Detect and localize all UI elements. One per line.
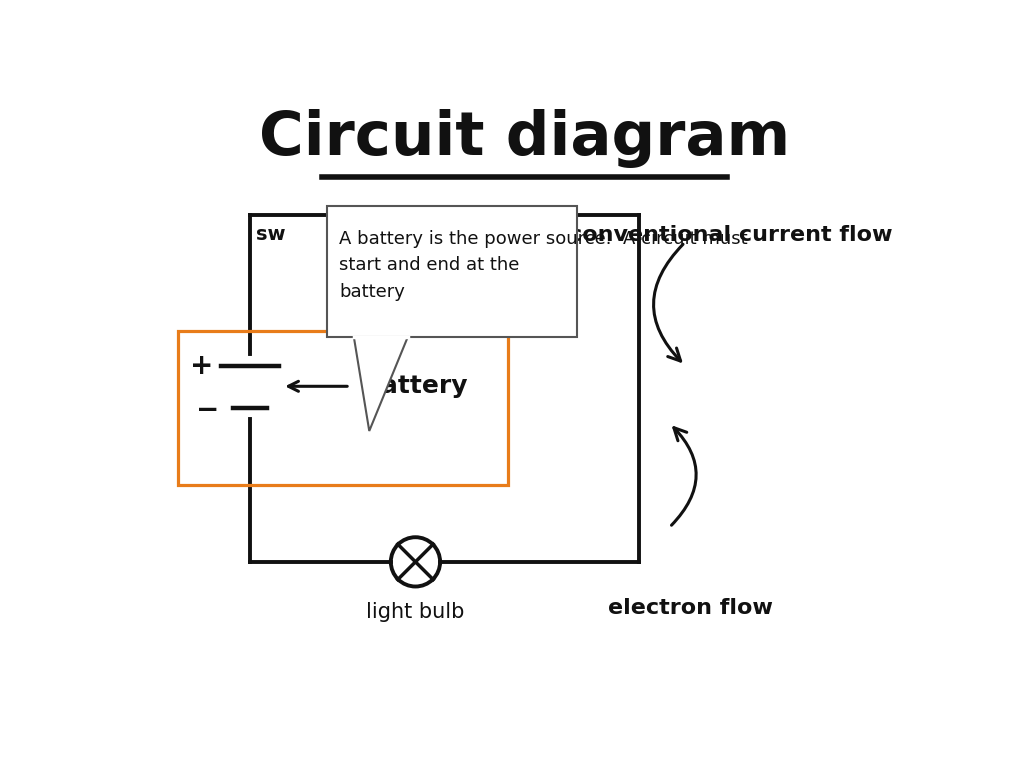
Text: −: − bbox=[196, 396, 219, 424]
Text: conventional current flow: conventional current flow bbox=[569, 224, 893, 245]
Polygon shape bbox=[354, 337, 408, 431]
Bar bbox=[178, 331, 508, 485]
Text: electron flow: electron flow bbox=[608, 598, 773, 618]
FancyArrowPatch shape bbox=[672, 428, 696, 525]
Text: battery: battery bbox=[364, 374, 468, 399]
Text: Circuit diagram: Circuit diagram bbox=[259, 109, 791, 168]
Text: light bulb: light bulb bbox=[367, 602, 465, 622]
FancyArrowPatch shape bbox=[653, 244, 683, 361]
Text: sw: sw bbox=[256, 224, 286, 243]
Text: +: + bbox=[190, 352, 214, 379]
Text: A battery is the power source.  A circuit must
start and end at the
battery: A battery is the power source. A circuit… bbox=[339, 230, 748, 301]
Bar bbox=[327, 206, 578, 337]
